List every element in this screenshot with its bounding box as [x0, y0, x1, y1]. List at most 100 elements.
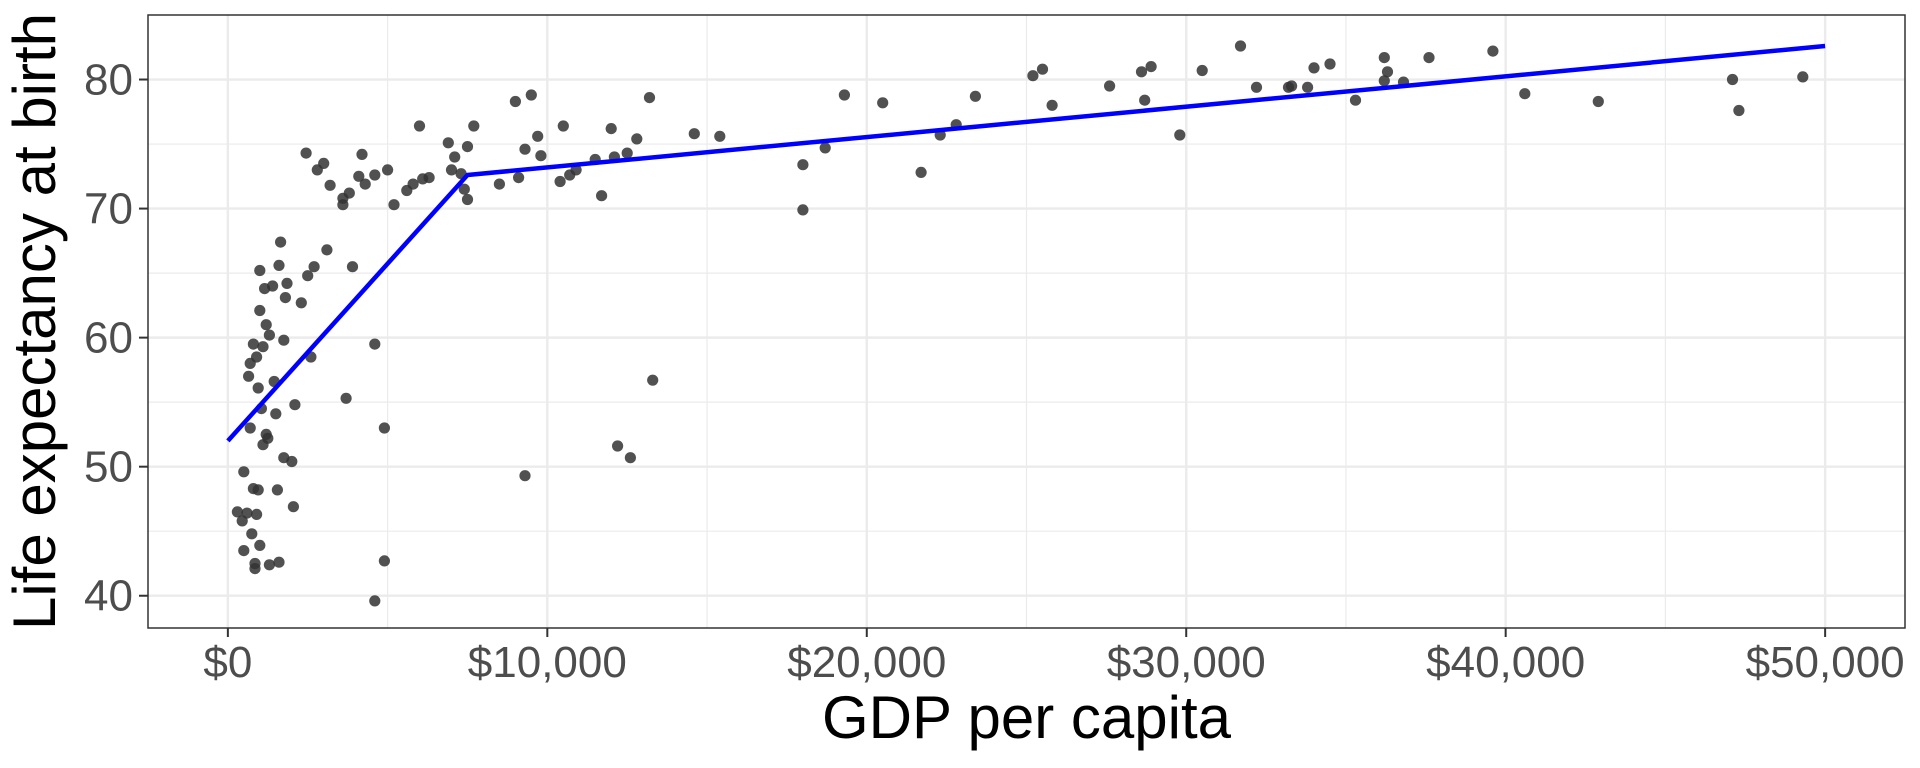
data-point	[321, 244, 333, 256]
data-point	[838, 89, 851, 101]
data-point	[1174, 129, 1186, 141]
data-point	[509, 95, 521, 108]
data-point	[241, 507, 253, 519]
data-point	[388, 199, 400, 211]
data-point	[324, 179, 336, 191]
data-point	[445, 164, 458, 176]
data-point	[423, 172, 435, 184]
data-point	[612, 440, 624, 452]
data-point	[969, 90, 982, 102]
data-point	[353, 170, 365, 182]
data-point	[621, 147, 633, 159]
data-point	[407, 178, 419, 190]
points-layer	[231, 40, 1809, 607]
data-point	[251, 508, 263, 520]
data-point	[359, 178, 371, 190]
data-point	[1378, 75, 1390, 87]
data-point	[271, 484, 283, 496]
data-point	[1234, 40, 1247, 52]
data-point	[1145, 61, 1157, 73]
data-point	[1250, 81, 1263, 93]
data-point	[643, 92, 656, 104]
data-point	[249, 557, 261, 570]
data-point	[1046, 99, 1058, 111]
x-tick-label: $50,000	[1746, 638, 1905, 687]
y-tick-label: 70	[84, 185, 133, 234]
data-point	[605, 123, 617, 135]
data-point	[262, 432, 274, 444]
panel-border	[147, 14, 1906, 629]
data-point	[378, 555, 390, 567]
data-point	[246, 528, 258, 540]
data-point	[278, 334, 290, 346]
data-point	[302, 270, 314, 282]
data-point	[1196, 64, 1208, 77]
data-point	[714, 130, 726, 142]
data-point	[877, 97, 889, 109]
data-point	[275, 236, 287, 248]
data-point	[1104, 80, 1116, 92]
data-point	[343, 187, 355, 199]
data-point	[238, 545, 250, 557]
data-point	[238, 466, 250, 478]
data-point	[369, 338, 381, 350]
data-point	[378, 422, 390, 434]
data-point	[915, 166, 927, 178]
data-point	[468, 120, 480, 132]
y-tick-label: 60	[84, 314, 133, 363]
y-tick-label: 40	[84, 572, 133, 621]
data-point	[243, 370, 255, 382]
data-point	[231, 506, 243, 518]
data-point	[557, 120, 569, 132]
data-point	[254, 264, 266, 277]
data-point	[535, 150, 547, 162]
data-point	[532, 130, 544, 142]
data-point	[1135, 66, 1148, 78]
data-point	[797, 204, 809, 216]
data-point	[449, 151, 461, 163]
data-point	[647, 374, 659, 386]
data-point	[1726, 73, 1739, 86]
data-point	[369, 169, 381, 181]
y-axis-title: Life expectancy at birth	[1, 13, 68, 630]
data-point	[382, 164, 394, 176]
data-point	[369, 595, 381, 607]
y-tick-label: 50	[84, 443, 133, 492]
data-point	[252, 382, 264, 394]
data-point	[279, 292, 291, 304]
data-point	[1381, 66, 1394, 78]
x-tick-label: $0	[203, 638, 252, 687]
data-point	[254, 539, 266, 552]
data-point	[308, 261, 320, 273]
data-point	[340, 392, 352, 404]
data-point	[458, 183, 470, 195]
data-point	[688, 128, 700, 140]
data-point	[596, 190, 608, 202]
data-point	[1423, 52, 1435, 64]
data-point	[554, 175, 566, 188]
data-point	[1519, 88, 1531, 100]
data-point	[300, 147, 312, 159]
data-point	[346, 261, 359, 273]
data-point	[1378, 52, 1390, 64]
data-point	[244, 422, 256, 434]
x-tick-label: $20,000	[787, 638, 946, 687]
data-point	[1027, 70, 1039, 82]
data-point	[252, 484, 264, 496]
data-point	[1302, 81, 1314, 93]
data-point	[286, 455, 298, 468]
fit-line	[226, 43, 1826, 443]
data-point	[273, 259, 285, 271]
data-point	[461, 141, 474, 153]
data-point	[247, 338, 259, 350]
data-point	[257, 341, 269, 353]
data-point	[263, 559, 275, 571]
data-point	[263, 329, 275, 341]
data-point	[281, 277, 293, 289]
data-point	[1036, 63, 1049, 75]
data-point	[254, 304, 266, 317]
x-tick-label: $10,000	[468, 638, 627, 687]
data-point	[442, 137, 454, 149]
data-point	[251, 351, 263, 363]
